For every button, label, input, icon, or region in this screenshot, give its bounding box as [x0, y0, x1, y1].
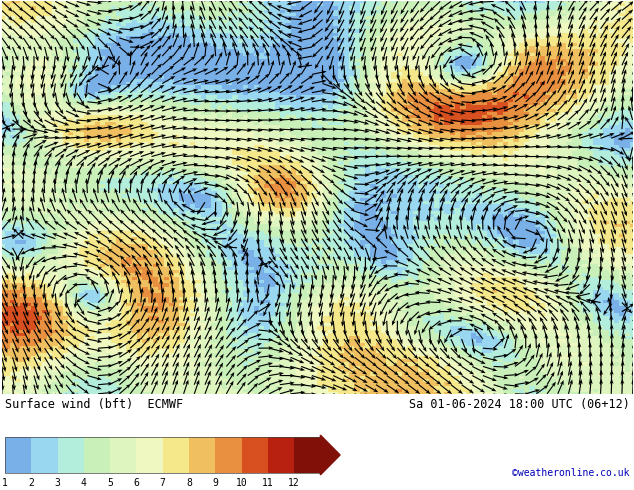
Bar — [136, 437, 163, 473]
Text: Sa 01-06-2024 18:00 UTC (06+12): Sa 01-06-2024 18:00 UTC (06+12) — [408, 398, 630, 411]
Text: ©weatheronline.co.uk: ©weatheronline.co.uk — [512, 468, 630, 478]
Bar — [5, 437, 31, 473]
Text: 8: 8 — [186, 478, 192, 488]
Text: 11: 11 — [262, 478, 274, 488]
Polygon shape — [320, 435, 340, 475]
Text: 7: 7 — [160, 478, 165, 488]
Text: Surface wind (bft)  ECMWF: Surface wind (bft) ECMWF — [5, 398, 183, 411]
Text: 6: 6 — [134, 478, 139, 488]
Text: 4: 4 — [81, 478, 87, 488]
Bar — [31, 437, 58, 473]
Bar — [110, 437, 136, 473]
Bar — [294, 437, 320, 473]
Bar — [163, 437, 189, 473]
Text: 9: 9 — [212, 478, 218, 488]
Bar — [84, 437, 110, 473]
Bar — [189, 437, 216, 473]
Bar — [242, 437, 268, 473]
Text: 12: 12 — [288, 478, 300, 488]
Text: 10: 10 — [236, 478, 247, 488]
Text: 2: 2 — [29, 478, 34, 488]
Bar — [268, 437, 294, 473]
Text: 1: 1 — [2, 478, 8, 488]
Bar — [58, 437, 84, 473]
Bar — [216, 437, 242, 473]
Text: 3: 3 — [55, 478, 60, 488]
Text: 5: 5 — [107, 478, 113, 488]
